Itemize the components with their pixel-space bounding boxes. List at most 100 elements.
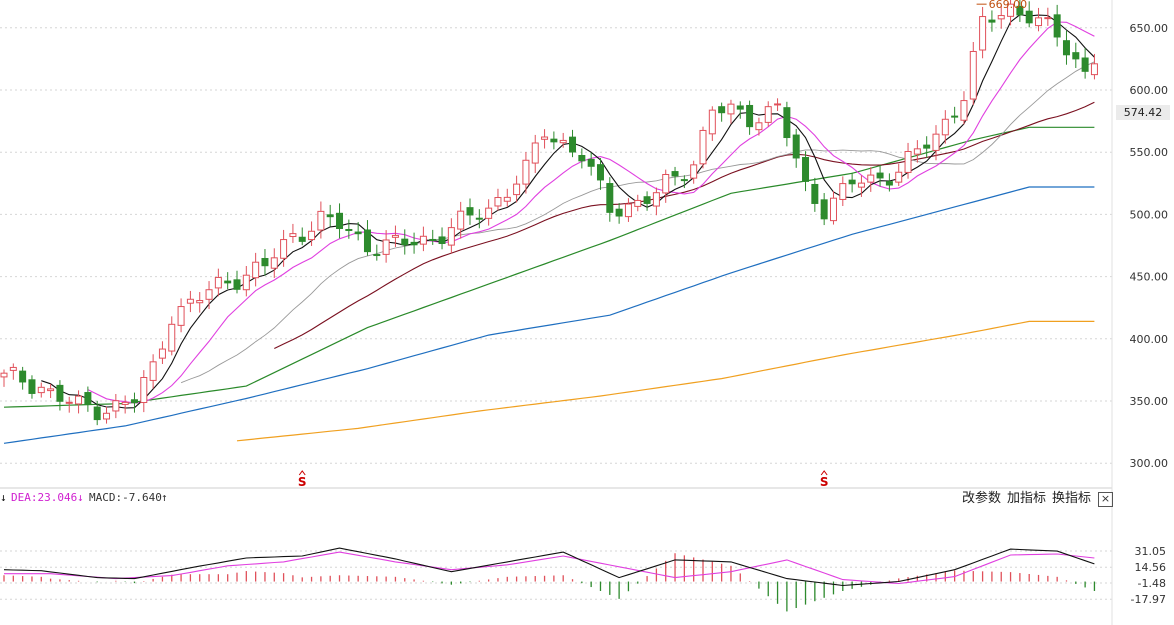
- candle-body: [643, 196, 651, 204]
- candle-body: [438, 236, 446, 244]
- candle: [233, 270, 241, 294]
- candle-body: [140, 376, 148, 404]
- candle: [1016, 0, 1024, 22]
- candle-body: [727, 103, 735, 115]
- candle: [1053, 4, 1061, 47]
- candle-body: [652, 192, 660, 207]
- macd-trend-icon: ↑: [161, 491, 168, 504]
- candle-body: [47, 388, 55, 392]
- candle: [270, 248, 278, 278]
- candle-body: [196, 300, 204, 304]
- candle: [652, 187, 660, 216]
- candle: [829, 191, 837, 225]
- candle-body: [1035, 17, 1043, 27]
- ma5-line: [41, 14, 1095, 409]
- candle: [699, 126, 707, 169]
- candle: [690, 160, 698, 184]
- close-icon[interactable]: ×: [1098, 492, 1113, 507]
- current-price-label: 574.42: [1116, 105, 1170, 120]
- candle: [363, 220, 371, 256]
- candle-body: [802, 157, 810, 182]
- candle: [997, 5, 1005, 29]
- candle: [718, 102, 726, 122]
- candle: [774, 98, 782, 111]
- candle: [475, 209, 483, 229]
- candle-body: [848, 179, 856, 185]
- candle-body: [1016, 5, 1024, 16]
- candle-body: [242, 274, 250, 291]
- price-tick-label: 600.00: [1130, 84, 1169, 97]
- candle-body: [885, 181, 893, 186]
- candle-body: [149, 361, 157, 381]
- candle-body: [205, 289, 213, 300]
- candle-body: [9, 366, 17, 371]
- price-tick-label: 350.00: [1130, 395, 1169, 408]
- candle: [252, 252, 260, 287]
- candle: [37, 382, 45, 398]
- candle-body: [820, 199, 828, 220]
- candle-body: [531, 142, 539, 164]
- candle-body: [494, 197, 502, 207]
- candle: [494, 188, 502, 211]
- candle: [969, 41, 977, 105]
- moving-averages: [3, 14, 1095, 444]
- candle: [615, 203, 623, 224]
- candle-body: [1007, 3, 1015, 17]
- candle: [28, 375, 36, 399]
- candle: [19, 366, 27, 390]
- candle-body: [224, 280, 232, 284]
- candle: [550, 131, 558, 150]
- candle-body: [913, 148, 921, 155]
- signal-marks: 669.00 S S: [298, 0, 1027, 489]
- candle-body: [270, 257, 278, 269]
- candle-body: [475, 217, 483, 220]
- candle: [47, 383, 55, 399]
- candle-body: [513, 183, 521, 196]
- candle: [419, 226, 427, 252]
- candle: [401, 229, 409, 255]
- candle-body: [680, 179, 688, 182]
- candle: [503, 188, 511, 207]
- candle-body: [783, 107, 791, 139]
- candle: [0, 369, 8, 387]
- candle: [848, 172, 856, 193]
- candle-body: [93, 406, 101, 421]
- candle-body: [615, 208, 623, 217]
- add-indicator-button[interactable]: 加指标: [1007, 491, 1047, 506]
- candle: [429, 229, 437, 245]
- candle-body: [410, 241, 418, 246]
- candle-body: [736, 105, 744, 110]
- candle-body: [708, 109, 716, 135]
- candle-body: [298, 236, 306, 242]
- macd-axis: 31.05 14.56 -1.48 -17.97: [1131, 545, 1166, 606]
- candle: [410, 232, 418, 254]
- candle: [559, 132, 567, 148]
- candle-body: [382, 239, 390, 255]
- candle: [541, 129, 549, 149]
- signal-caret-icon: [820, 470, 828, 476]
- candle: [130, 392, 138, 413]
- candle-body: [569, 136, 577, 153]
- price-tick-label: 650.00: [1130, 22, 1169, 35]
- candle: [457, 201, 465, 239]
- switch-indicator-button[interactable]: 换指标: [1052, 491, 1092, 506]
- candle-body: [84, 392, 92, 405]
- signal-mark: S: [820, 475, 829, 489]
- candle: [1081, 48, 1089, 79]
- candle-body: [457, 210, 465, 230]
- candle-body: [485, 207, 493, 219]
- candle: [624, 198, 632, 222]
- candle: [224, 272, 232, 290]
- candle: [634, 194, 642, 212]
- change-params-button[interactable]: 改参数: [962, 491, 1002, 506]
- dea-trend-icon: ↓: [77, 491, 84, 504]
- candle-body: [559, 139, 567, 144]
- candle-body: [541, 136, 549, 140]
- candle: [466, 198, 474, 225]
- price-axis: 300.00 350.00 400.00 450.00 500.00 550.00 600.…: [1130, 22, 1169, 470]
- candle: [1062, 30, 1070, 65]
- candle-body: [792, 134, 800, 159]
- candle: [438, 227, 446, 250]
- candlesticks[interactable]: [0, 0, 1098, 426]
